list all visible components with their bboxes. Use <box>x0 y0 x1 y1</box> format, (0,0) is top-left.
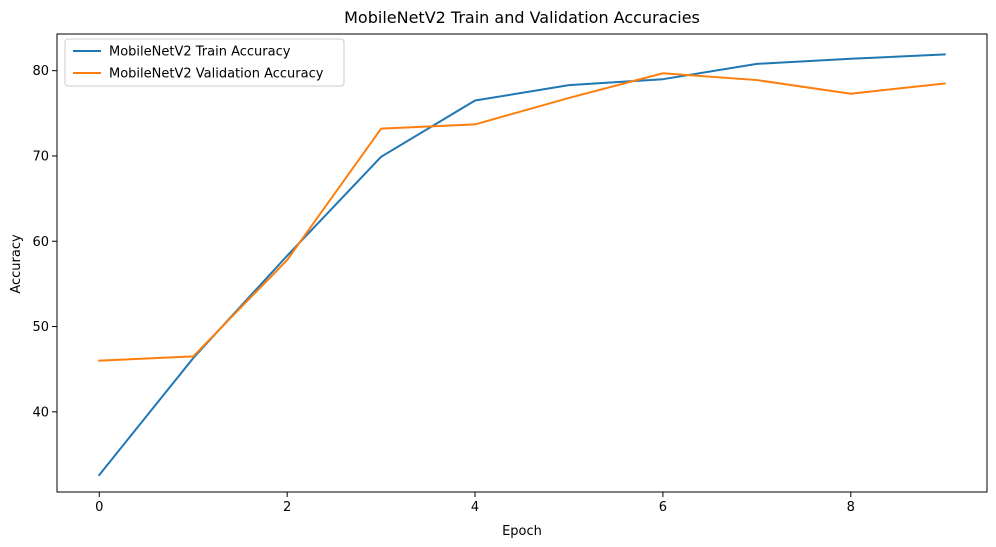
y-tick-label: 50 <box>32 320 49 335</box>
y-tick-label: 80 <box>32 64 49 79</box>
y-tick-label: 70 <box>32 149 49 164</box>
x-tick-label: 0 <box>95 500 103 515</box>
legend-box <box>64 38 345 87</box>
plot-area: 0 2 4 6 8 40 50 60 70 80 MobileNetV2 Train Accurac… <box>32 33 988 515</box>
x-axis-label: Epoch <box>502 524 542 539</box>
x-tick-label: 8 <box>847 500 855 515</box>
y-tick-label: 40 <box>32 405 49 420</box>
chart-title: MobileNetV2 Train and Validation Accurac… <box>344 8 700 27</box>
x-tick-label: 4 <box>471 500 479 515</box>
legend-label-validation: MobileNetV2 Validation Accuracy <box>109 67 324 82</box>
x-tick-label: 6 <box>659 500 667 515</box>
legend-label-train: MobileNetV2 Train Accuracy <box>109 45 291 60</box>
y-axis-label: Accuracy <box>9 234 24 294</box>
y-tick-label: 60 <box>32 235 49 250</box>
axes-frame <box>56 33 988 493</box>
x-tick-label: 2 <box>283 500 291 515</box>
series-line-validation <box>98 72 946 362</box>
